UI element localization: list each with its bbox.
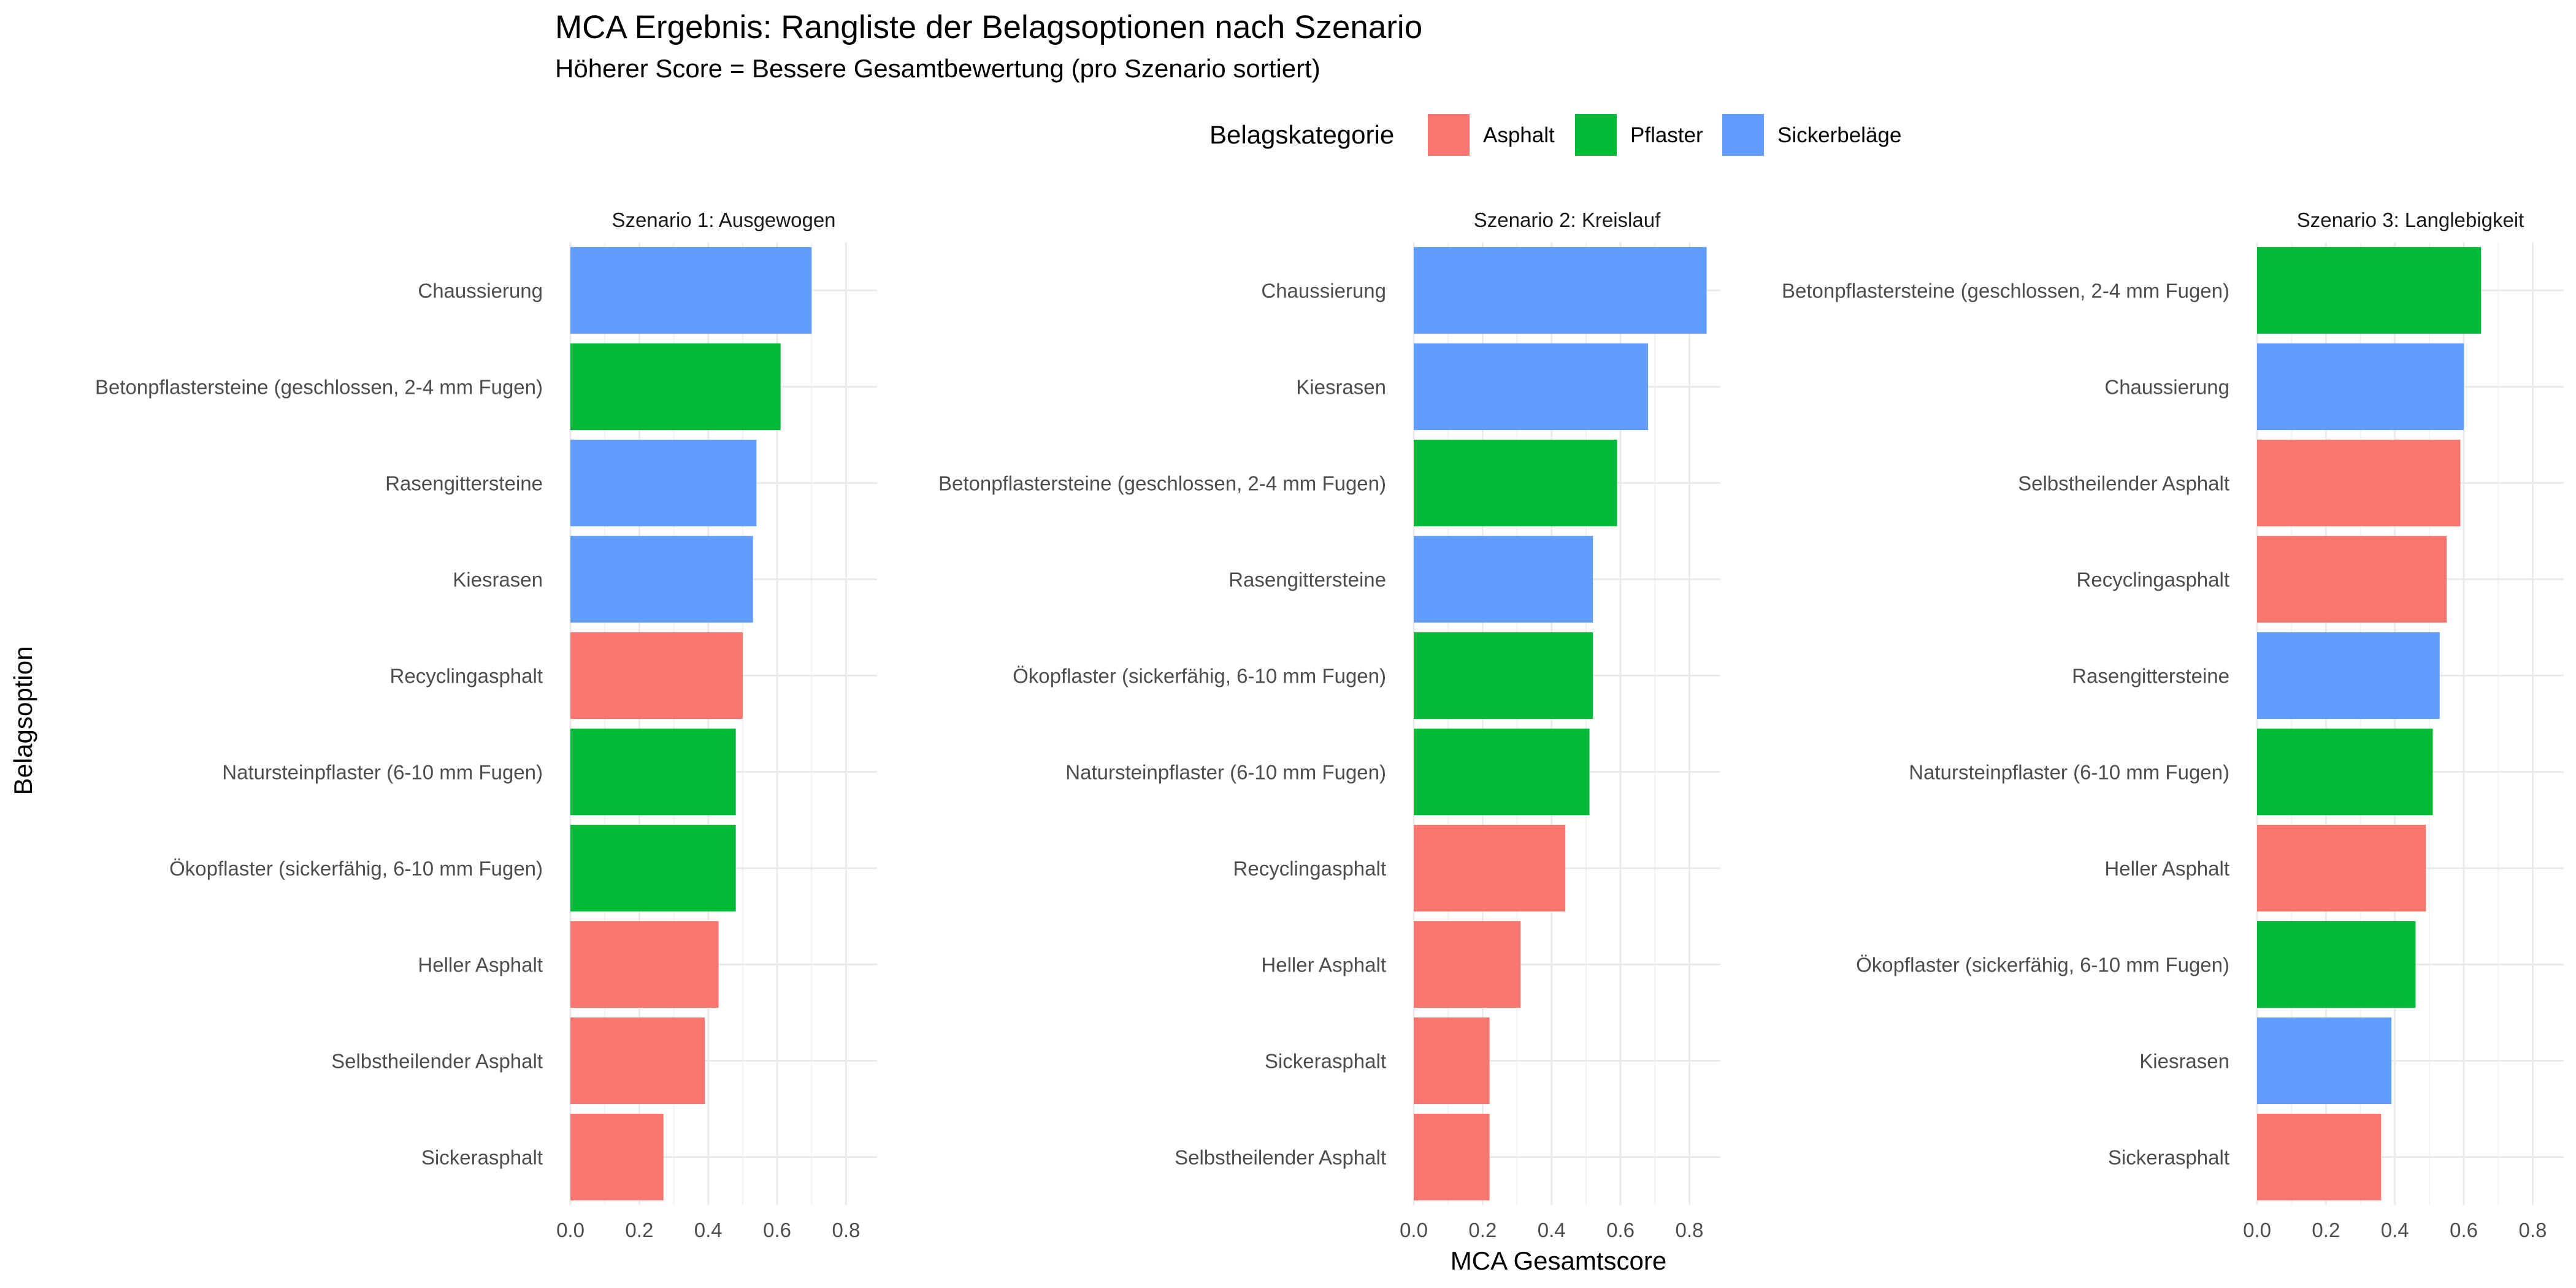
bar-1-8 (570, 921, 719, 1008)
bar-2-1 (1414, 247, 1707, 334)
bar-1-3 (570, 439, 757, 527)
x-tick-label: 0.0 (2243, 1219, 2271, 1241)
bar-3-2 (2257, 343, 2464, 431)
category-label: Selbstheilender Asphalt (2018, 472, 2229, 495)
x-tick-label: 0.8 (2519, 1219, 2547, 1241)
category-label: Chaussierung (418, 280, 543, 302)
panels: Szenario 1: Ausgewogen 0.0 0.2 0.4 0.6 0.8 Cha… (95, 209, 2564, 1241)
bar-3-4 (2257, 535, 2447, 623)
category-label: Betonpflastersteine (geschlossen, 2-4 mm… (95, 376, 543, 399)
panel-1: Szenario 1: Ausgewogen 0.0 0.2 0.4 0.6 0.8 Cha… (95, 209, 877, 1241)
legend-key-1 (1575, 114, 1617, 156)
bar-1-9 (570, 1017, 705, 1105)
category-label: Selbstheilender Asphalt (1175, 1146, 1386, 1169)
bar-2-10 (1414, 1113, 1490, 1201)
x-tick-label: 0.8 (832, 1219, 861, 1241)
bar-1-10 (570, 1113, 664, 1201)
chart-subtitle: Höherer Score = Bessere Gesamtbewertung … (555, 54, 1321, 83)
bar-3-3 (2257, 439, 2461, 527)
panel-3: Szenario 3: Langlebigkeit 0.0 0.2 0.4 0.6 0.8… (1782, 209, 2564, 1241)
bar-2-3 (1414, 439, 1617, 527)
category-label: Recyclingasphalt (1233, 857, 1386, 880)
x-tick-label: 0.2 (2312, 1219, 2340, 1241)
bar-1-7 (570, 824, 736, 912)
category-label: Kiesrasen (453, 569, 543, 591)
bar-1-4 (570, 535, 753, 623)
category-label: Sickerasphalt (421, 1146, 543, 1169)
category-label: Natursteinpflaster (6-10 mm Fugen) (1065, 761, 1386, 784)
bar-2-4 (1414, 535, 1593, 623)
bar-3-5 (2257, 632, 2440, 719)
panel-title-2: Szenario 2: Kreislauf (1474, 209, 1661, 231)
category-label: Rasengittersteine (1229, 569, 1386, 591)
category-label: Recyclingasphalt (390, 665, 543, 688)
legend-key-2 (1722, 114, 1764, 156)
x-tick-label: 0.2 (625, 1219, 653, 1241)
category-label: Betonpflastersteine (geschlossen, 2-4 mm… (938, 472, 1386, 495)
category-label: Natursteinpflaster (6-10 mm Fugen) (222, 761, 543, 784)
bar-1-1 (570, 247, 812, 334)
bar-3-6 (2257, 728, 2433, 816)
category-label: Selbstheilender Asphalt (331, 1050, 543, 1073)
category-label: Heller Asphalt (2104, 857, 2229, 880)
legend-title: Belagskategorie (1209, 120, 1394, 149)
bar-3-1 (2257, 247, 2482, 334)
category-label: Betonpflastersteine (geschlossen, 2-4 mm… (1782, 280, 2229, 302)
category-label: Sickerasphalt (1265, 1050, 1386, 1073)
x-tick-label: 0.6 (763, 1219, 791, 1241)
bar-3-10 (2257, 1113, 2382, 1201)
category-label: Kiesrasen (2139, 1050, 2229, 1073)
category-label: Ökopflaster (sickerfähig, 6-10 mm Fugen) (169, 857, 543, 880)
bar-1-2 (570, 343, 781, 431)
bar-1-6 (570, 728, 736, 816)
category-label: Natursteinpflaster (6-10 mm Fugen) (1909, 761, 2229, 784)
y-axis-title: Belagsoption (9, 646, 37, 795)
legend-label-1: Pflaster (1630, 123, 1703, 147)
x-tick-label: 0.6 (2450, 1219, 2478, 1241)
category-label: Sickerasphalt (2108, 1146, 2229, 1169)
category-label: Recyclingasphalt (2077, 569, 2229, 591)
x-tick-label: 0.4 (1538, 1219, 1566, 1241)
category-label: Chaussierung (1261, 280, 1386, 302)
bar-2-6 (1414, 728, 1590, 816)
bar-2-9 (1414, 1017, 1490, 1105)
x-tick-label: 0.0 (1400, 1219, 1428, 1241)
bar-1-5 (570, 632, 743, 719)
category-label: Ökopflaster (sickerfähig, 6-10 mm Fugen) (1013, 665, 1386, 688)
x-tick-label: 0.8 (1676, 1219, 1704, 1241)
category-label: Rasengittersteine (385, 472, 543, 495)
bar-3-7 (2257, 824, 2426, 912)
panel-title-1: Szenario 1: Ausgewogen (611, 209, 835, 231)
category-label: Heller Asphalt (1261, 954, 1386, 976)
x-tick-label: 0.4 (694, 1219, 723, 1241)
x-axis-title: MCA Gesamtscore (1451, 1246, 1666, 1275)
legend-label-0: Asphalt (1483, 123, 1555, 147)
category-label: Kiesrasen (1296, 376, 1386, 399)
legend-label-2: Sickerbeläge (1777, 123, 1901, 147)
legend: Belagskategorie Asphalt Pflaster Sickerbel… (1209, 114, 1901, 156)
category-label: Ökopflaster (sickerfähig, 6-10 mm Fugen) (1856, 954, 2229, 976)
x-tick-label: 0.4 (2381, 1219, 2409, 1241)
x-tick-label: 0.0 (556, 1219, 585, 1241)
category-label: Heller Asphalt (418, 954, 543, 976)
bar-2-7 (1414, 824, 1566, 912)
panel-2: Szenario 2: Kreislauf 0.0 0.2 0.4 0.6 0.8 Chau… (938, 209, 1720, 1241)
x-tick-label: 0.6 (1606, 1219, 1635, 1241)
bar-2-5 (1414, 632, 1593, 719)
bar-2-2 (1414, 343, 1649, 431)
panel-title-3: Szenario 3: Langlebigkeit (2297, 209, 2524, 231)
category-label: Rasengittersteine (2072, 665, 2229, 688)
category-label: Chaussierung (2104, 376, 2229, 399)
chart-title: MCA Ergebnis: Rangliste der Belagsoption… (555, 9, 1422, 45)
legend-key-0 (1428, 114, 1470, 156)
bar-3-9 (2257, 1017, 2392, 1105)
bar-3-8 (2257, 921, 2416, 1008)
bar-2-8 (1414, 921, 1521, 1008)
x-tick-label: 0.2 (1468, 1219, 1497, 1241)
